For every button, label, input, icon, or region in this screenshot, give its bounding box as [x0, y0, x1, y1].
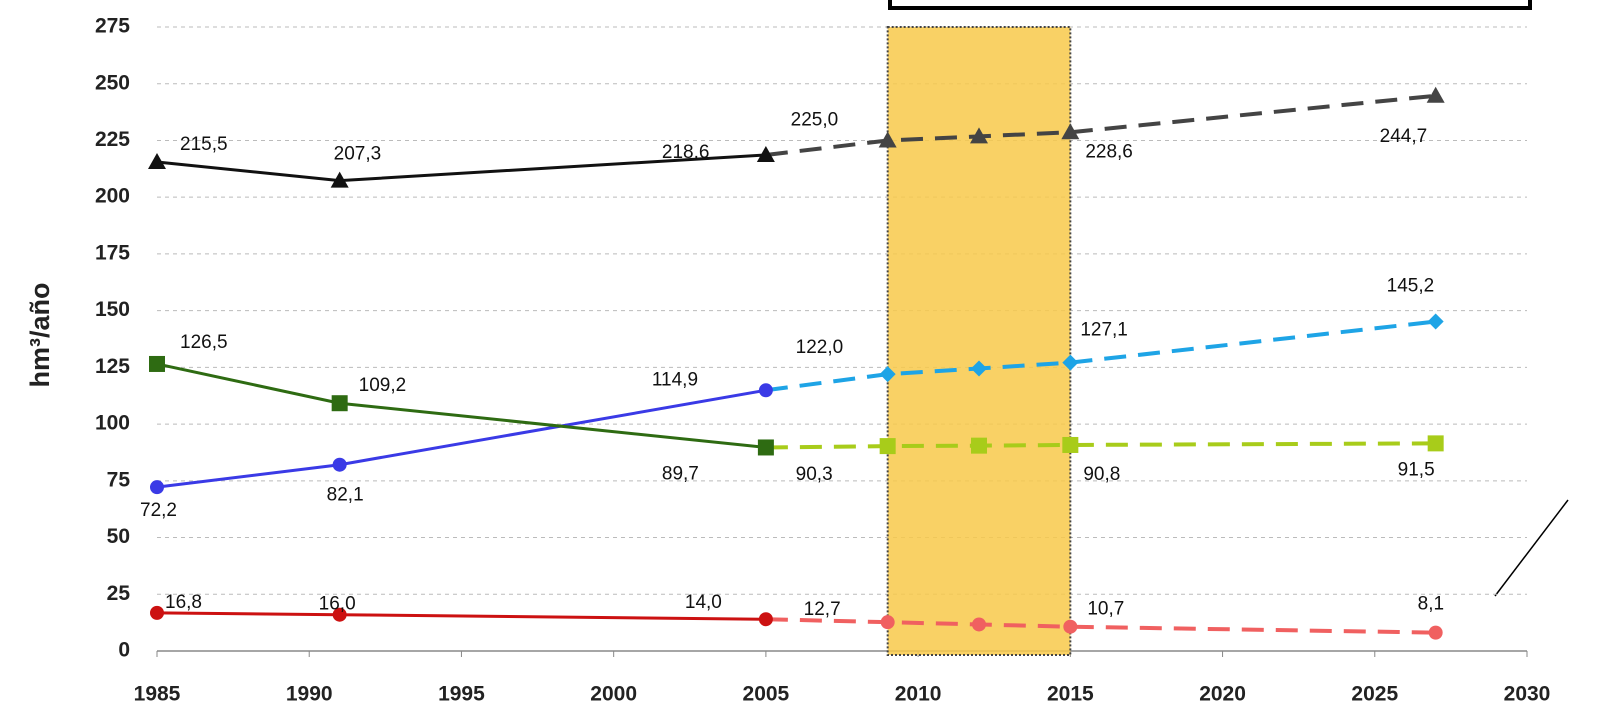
data-point: [758, 383, 773, 398]
data-label: 126,5: [180, 332, 228, 353]
data-point: [150, 605, 164, 620]
data-label: 218,6: [662, 142, 710, 163]
data-point: [971, 360, 987, 377]
data-point: [148, 153, 166, 170]
data-point: [1428, 625, 1443, 640]
data-point: [331, 395, 348, 412]
data-label: 91,5: [1398, 459, 1435, 480]
data-point: [756, 145, 775, 162]
data-point: [332, 457, 347, 472]
x-tick-label: 1985: [134, 683, 181, 706]
y-axis-label: hm³/año: [25, 283, 55, 388]
data-label: 82,1: [327, 485, 364, 506]
data-point: [879, 366, 896, 383]
data-point: [757, 439, 774, 456]
data-label: 72,2: [140, 500, 177, 521]
data-point: [878, 131, 897, 148]
data-label: 114,9: [652, 369, 698, 390]
y-tick-label: 200: [95, 185, 130, 208]
data-label: 207,3: [334, 144, 382, 165]
y-tick-label: 75: [107, 468, 131, 491]
data-label: 225,0: [791, 109, 839, 130]
data-point: [971, 437, 987, 454]
data-point: [1427, 435, 1444, 452]
x-tick-label: 2010: [895, 683, 942, 706]
data-point: [1061, 123, 1080, 140]
data-label: 16,8: [165, 592, 202, 613]
data-point: [1427, 313, 1444, 330]
y-tick-label: 150: [95, 298, 130, 321]
y-tick-label: 250: [95, 71, 130, 94]
x-tick-label: 2020: [1199, 683, 1246, 706]
y-tick-label: 125: [95, 355, 130, 378]
frame-box: [888, 0, 1532, 10]
data-point: [332, 607, 347, 622]
data-label: 122,0: [796, 337, 844, 358]
y-tick-label: 100: [95, 412, 130, 435]
data-point: [970, 127, 988, 144]
data-point: [330, 171, 349, 188]
data-label: 109,2: [359, 375, 407, 396]
x-tick-label: 2030: [1504, 683, 1551, 706]
data-label: 14,0: [685, 592, 722, 613]
series-line: [765, 617, 1436, 635]
data-point: [880, 615, 895, 630]
y-tick-label: 50: [107, 525, 130, 548]
x-tick-label: 2000: [590, 683, 637, 706]
data-label: 228,6: [1085, 141, 1133, 162]
data-label: 215,5: [180, 134, 228, 155]
data-label: 145,2: [1387, 276, 1435, 297]
data-point: [1426, 86, 1445, 103]
y-tick-label: 275: [95, 15, 130, 38]
data-label: 8,1: [1418, 594, 1444, 615]
data-label: 127,1: [1080, 320, 1128, 341]
x-tick-label: 2025: [1351, 683, 1398, 706]
data-point: [879, 438, 896, 455]
data-label: 12,7: [804, 599, 841, 620]
highlight-band: [886, 26, 1072, 656]
x-tick-label: 2005: [743, 683, 790, 706]
y-tick-label: 0: [118, 639, 130, 662]
data-point: [972, 617, 986, 632]
x-tick-label: 1990: [286, 683, 333, 706]
data-point: [149, 355, 165, 372]
data-point: [1062, 436, 1079, 453]
data-label: 244,7: [1380, 126, 1428, 147]
data-point: [150, 480, 164, 495]
x-tick-label: 1995: [438, 683, 485, 706]
series-line: [765, 441, 1436, 450]
data-point: [758, 612, 773, 627]
x-tick-label: 2015: [1047, 683, 1094, 706]
data-label: 89,7: [662, 463, 699, 484]
data-label: 16,0: [319, 594, 356, 615]
data-label: 10,7: [1087, 599, 1124, 620]
data-point: [1062, 354, 1079, 371]
y-tick-label: 225: [95, 128, 130, 151]
data-point: [1063, 619, 1078, 634]
y-tick-label: 25: [107, 582, 131, 605]
data-label: 90,3: [796, 464, 833, 485]
pointer-line: [1494, 499, 1569, 597]
y-tick-label: 175: [95, 241, 130, 264]
data-label: 90,8: [1083, 464, 1120, 485]
series-line: [156, 611, 766, 621]
